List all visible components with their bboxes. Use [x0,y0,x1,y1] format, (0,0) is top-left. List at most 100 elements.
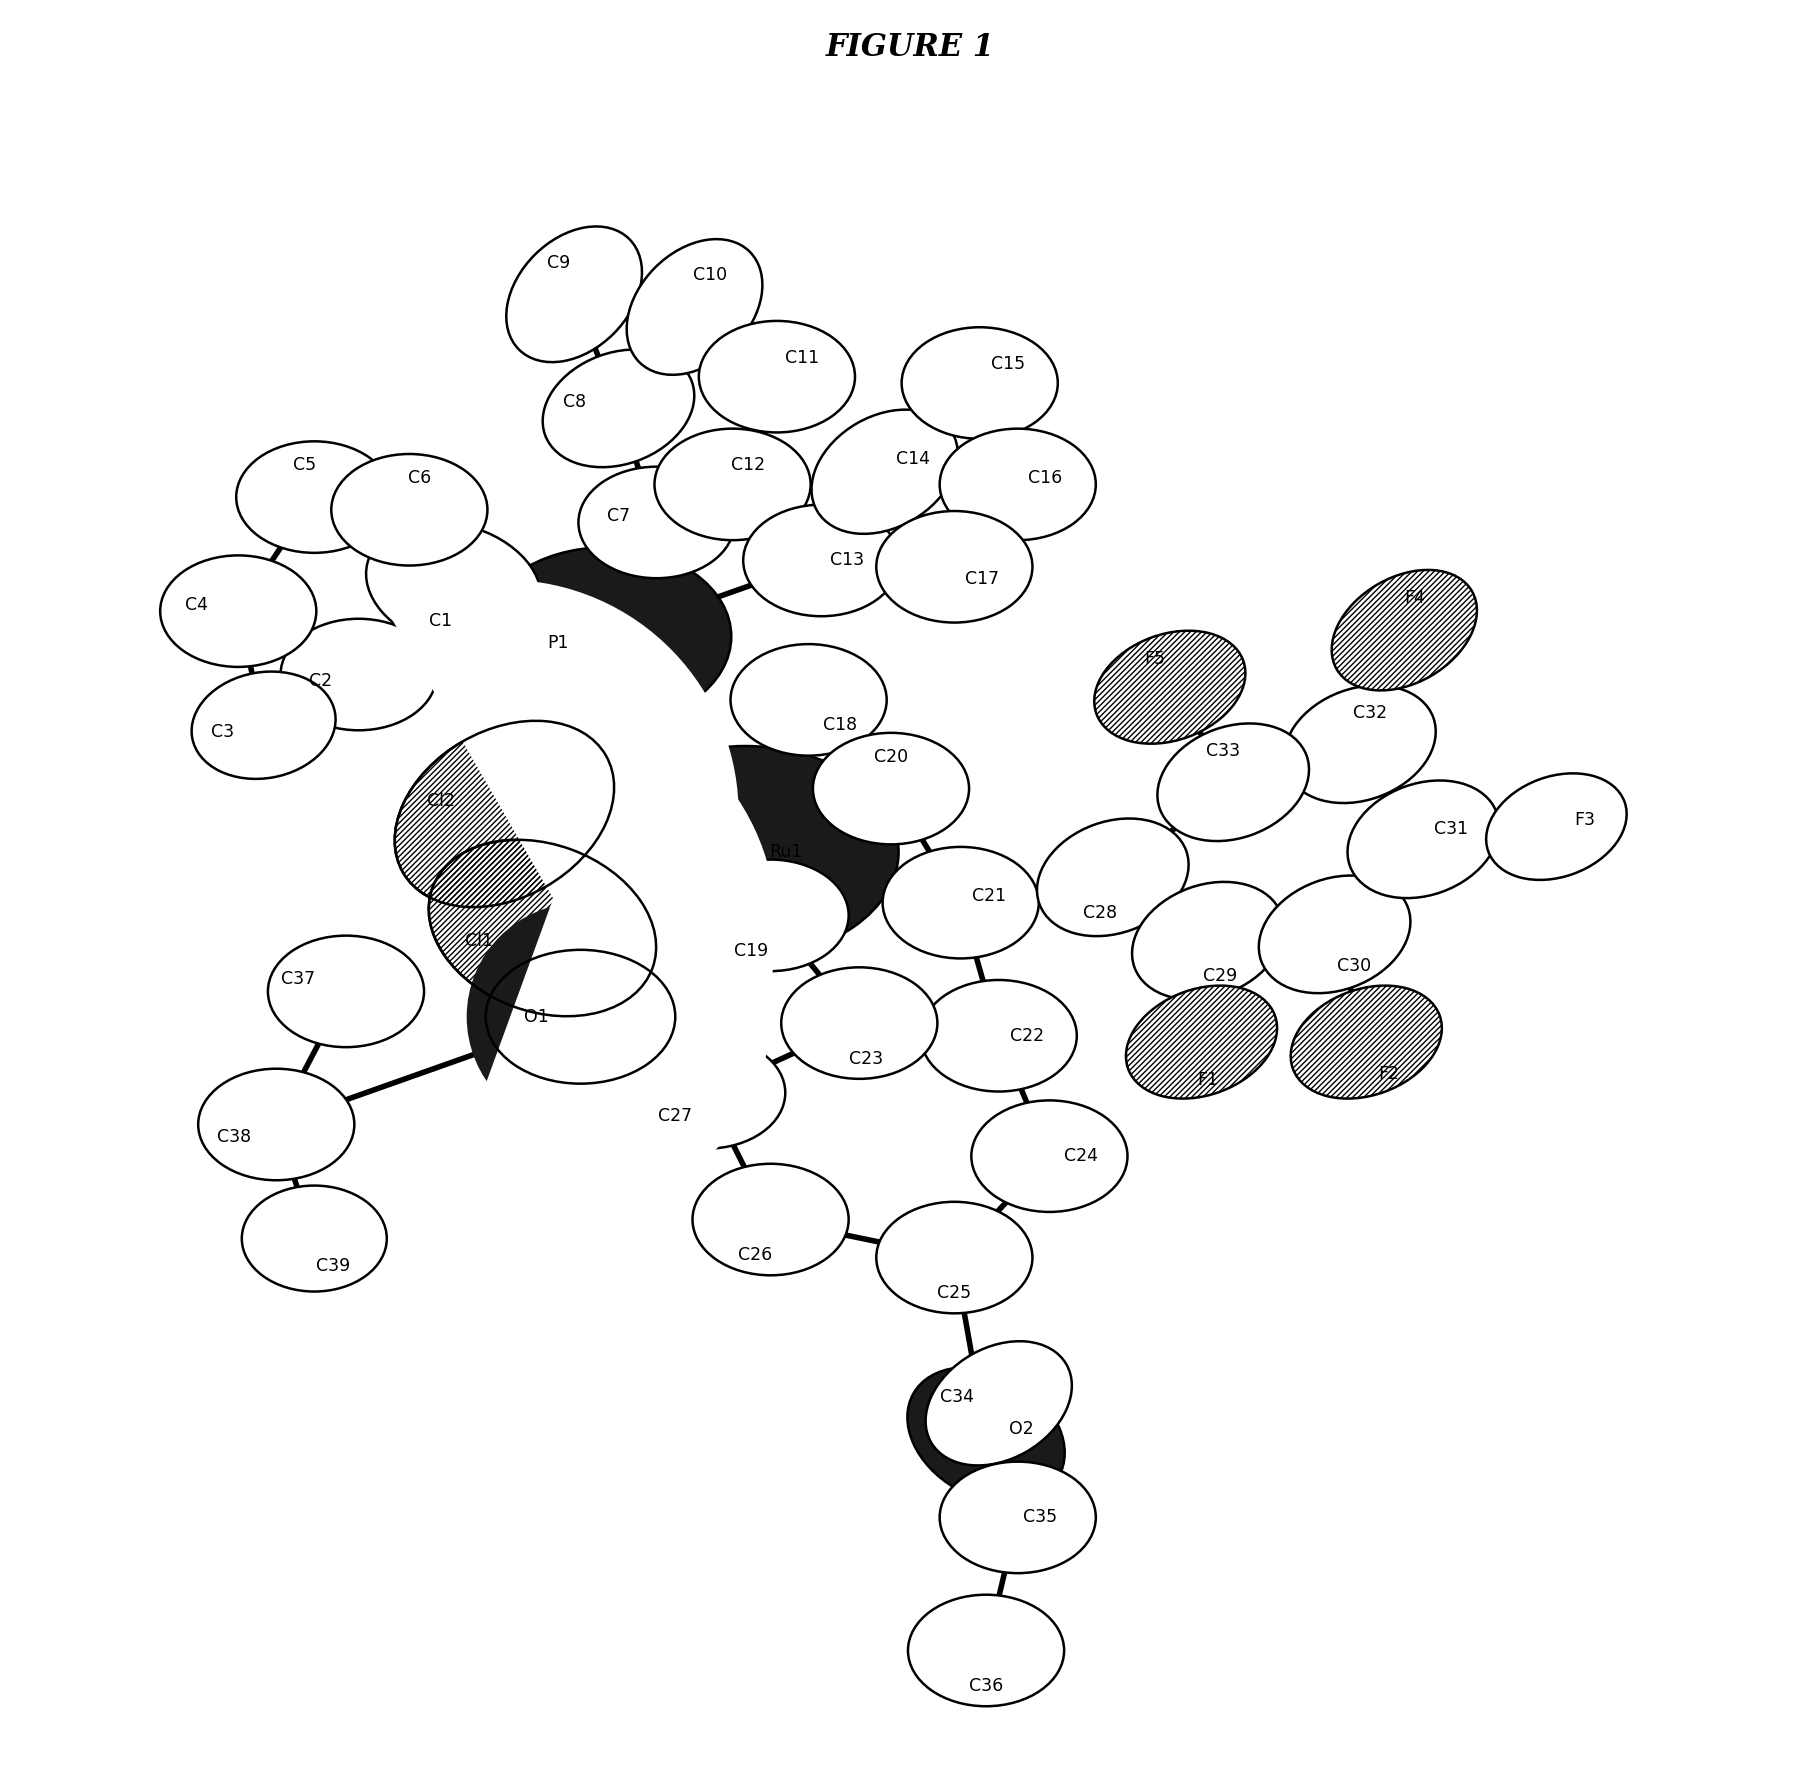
Ellipse shape [542,349,693,466]
Text: C22: C22 [1010,1027,1043,1045]
Text: C8: C8 [562,393,586,411]
Ellipse shape [921,981,1077,1091]
Text: C12: C12 [730,456,764,475]
Text: Ru1: Ru1 [770,844,803,862]
Ellipse shape [1259,876,1410,993]
Ellipse shape [1158,723,1309,842]
Text: F3: F3 [1574,812,1594,829]
Ellipse shape [1094,630,1245,744]
Text: C37: C37 [280,970,315,988]
Text: O2: O2 [1008,1420,1034,1438]
Text: C17: C17 [965,570,999,589]
Ellipse shape [1332,570,1476,691]
Ellipse shape [692,860,848,972]
Ellipse shape [699,320,855,433]
Text: F5: F5 [1145,650,1165,668]
Ellipse shape [926,1340,1072,1465]
Ellipse shape [875,1202,1032,1314]
Text: F4: F4 [1403,589,1425,607]
Text: C20: C20 [874,748,908,765]
Ellipse shape [972,1100,1128,1212]
Ellipse shape [743,506,899,616]
Text: C9: C9 [548,253,570,272]
Text: C16: C16 [1028,470,1063,488]
Text: C4: C4 [186,596,207,614]
Text: C33: C33 [1207,742,1239,760]
Text: C13: C13 [830,552,864,570]
Text: Cl1: Cl1 [466,931,493,951]
Ellipse shape [901,328,1057,440]
Text: C21: C21 [972,888,1006,906]
Ellipse shape [506,226,642,361]
Text: C11: C11 [784,349,819,367]
Ellipse shape [579,466,735,578]
Ellipse shape [1037,819,1188,936]
Ellipse shape [191,671,335,780]
Ellipse shape [875,511,1032,623]
Ellipse shape [480,546,732,726]
Text: C30: C30 [1336,958,1370,975]
Text: C31: C31 [1434,821,1469,838]
Ellipse shape [730,644,886,756]
Text: C28: C28 [1083,904,1117,922]
Ellipse shape [908,1367,1065,1502]
Ellipse shape [1132,881,1283,1000]
Ellipse shape [812,409,957,534]
Ellipse shape [395,721,613,908]
Wedge shape [462,708,777,1162]
Ellipse shape [160,555,317,668]
Ellipse shape [486,951,675,1084]
Ellipse shape [626,239,763,376]
Text: C35: C35 [1023,1508,1057,1527]
Text: C15: C15 [990,354,1025,374]
Text: C26: C26 [739,1246,772,1264]
Text: C7: C7 [606,507,630,525]
Text: C23: C23 [848,1050,883,1068]
Text: C2: C2 [309,671,333,691]
Ellipse shape [908,1595,1065,1707]
Text: C27: C27 [659,1107,693,1125]
Text: FIGURE 1: FIGURE 1 [826,32,994,62]
Ellipse shape [939,429,1096,539]
Text: P1: P1 [546,634,568,651]
Text: F1: F1 [1198,1072,1218,1089]
Ellipse shape [883,847,1039,958]
Text: O1: O1 [524,1007,548,1025]
Text: C3: C3 [211,723,235,740]
Ellipse shape [268,936,424,1047]
Text: C38: C38 [217,1129,251,1146]
Ellipse shape [939,1461,1096,1574]
Text: C25: C25 [937,1283,972,1301]
Ellipse shape [814,733,968,844]
Wedge shape [581,828,770,1207]
Text: F2: F2 [1378,1064,1400,1082]
Ellipse shape [1285,685,1436,803]
Ellipse shape [237,441,393,554]
Text: C6: C6 [408,470,431,488]
Ellipse shape [1487,773,1627,879]
Text: C14: C14 [895,450,930,468]
Text: C19: C19 [735,942,768,959]
Text: C10: C10 [693,267,726,285]
Text: C32: C32 [1352,703,1387,721]
Ellipse shape [331,454,488,566]
Ellipse shape [280,619,437,730]
Ellipse shape [198,1068,355,1180]
Text: C34: C34 [939,1388,974,1406]
Text: C1: C1 [430,612,453,630]
Ellipse shape [1290,986,1441,1098]
Ellipse shape [781,967,937,1079]
Text: Cl2: Cl2 [428,792,455,810]
Ellipse shape [692,1164,848,1274]
Text: C36: C36 [968,1677,1003,1695]
Ellipse shape [630,1038,784,1148]
Ellipse shape [430,840,657,1016]
Ellipse shape [1347,780,1500,899]
Text: C5: C5 [293,456,315,475]
Text: C18: C18 [823,716,857,733]
Ellipse shape [655,429,810,539]
Text: C39: C39 [317,1257,351,1276]
Text: C24: C24 [1065,1146,1097,1166]
Ellipse shape [242,1185,388,1292]
Wedge shape [466,902,581,1130]
